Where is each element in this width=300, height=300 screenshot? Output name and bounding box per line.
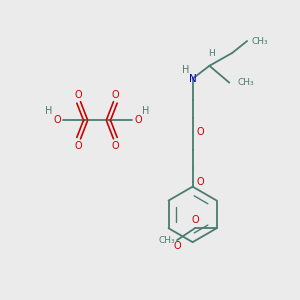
Text: H: H [182, 65, 189, 75]
Text: O: O [75, 141, 82, 151]
Text: H: H [45, 106, 52, 116]
Text: O: O [134, 115, 142, 125]
Text: N: N [189, 74, 196, 84]
Text: CH₃: CH₃ [158, 236, 175, 245]
Text: O: O [112, 89, 119, 100]
Text: CH₃: CH₃ [251, 37, 268, 46]
Text: H: H [142, 106, 150, 116]
Text: O: O [197, 127, 204, 137]
Text: O: O [75, 89, 82, 100]
Text: O: O [191, 215, 199, 225]
Text: H: H [208, 50, 215, 58]
Text: O: O [173, 241, 181, 251]
Text: O: O [197, 177, 204, 187]
Text: O: O [112, 141, 119, 151]
Text: CH₃: CH₃ [237, 78, 254, 87]
Text: O: O [53, 115, 61, 125]
